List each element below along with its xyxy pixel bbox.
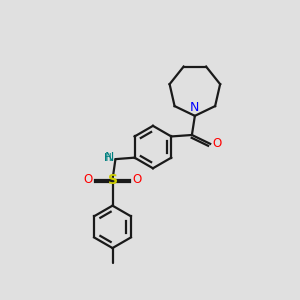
Text: O: O	[84, 173, 93, 186]
Text: N: N	[105, 152, 115, 164]
Text: N: N	[190, 101, 200, 114]
Text: O: O	[212, 137, 222, 150]
Text: H: H	[104, 153, 112, 163]
Text: O: O	[132, 173, 141, 186]
Text: S: S	[107, 173, 118, 187]
